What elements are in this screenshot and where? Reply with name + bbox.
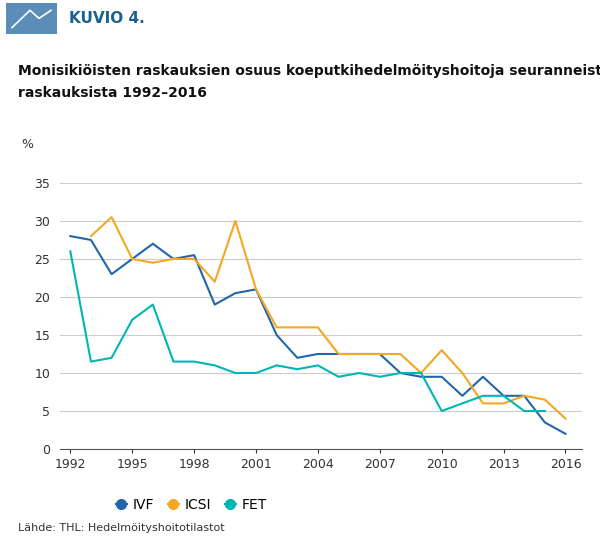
Text: %: %	[21, 138, 33, 151]
Text: Monisikiöisten raskauksien osuus koeputkihedelmöityshoitoja seuranneista: Monisikiöisten raskauksien osuus koeputk…	[18, 64, 600, 78]
Text: raskauksista 1992–2016: raskauksista 1992–2016	[18, 86, 207, 100]
Text: Lähde: THL: Hedelmöityshoitotilastot: Lähde: THL: Hedelmöityshoitotilastot	[18, 523, 224, 533]
Text: KUVIO 4.: KUVIO 4.	[69, 11, 145, 26]
Legend: IVF, ICSI, FET: IVF, ICSI, FET	[110, 492, 272, 518]
FancyBboxPatch shape	[6, 3, 57, 34]
